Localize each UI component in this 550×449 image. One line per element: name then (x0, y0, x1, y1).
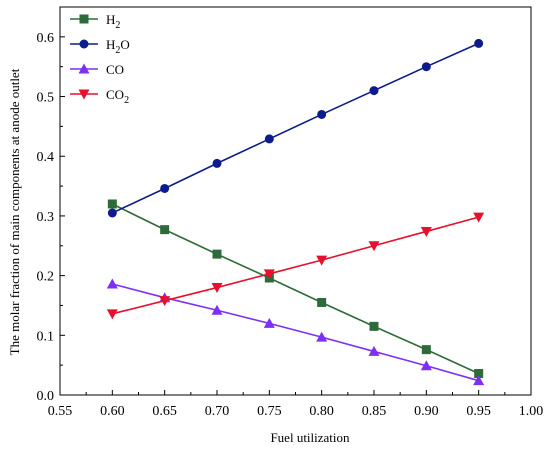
x-axis-title: Fuel utilization (270, 430, 350, 445)
legend-label-co2: CO2 (106, 87, 129, 106)
y-tick-label: 0.3 (37, 210, 55, 225)
y-tick-label: 0.5 (37, 91, 55, 106)
legend-marker-h2o (79, 39, 89, 49)
y-tick-label: 0.6 (37, 31, 55, 46)
data-point-h2o (264, 134, 274, 144)
data-point-h2 (474, 369, 484, 379)
data-point-co (368, 345, 380, 356)
data-point-h2o (317, 109, 327, 119)
series-layer (106, 38, 485, 386)
y-tick-label: 0.4 (37, 150, 55, 165)
data-point-co2 (420, 226, 432, 237)
series-h2 (107, 199, 484, 379)
data-point-h2 (107, 199, 117, 209)
legend: H2 H2O CO CO2 (70, 12, 130, 106)
legend-marker-co (78, 63, 90, 74)
legend-marker-h2 (79, 14, 89, 24)
data-point-h2 (421, 345, 431, 355)
data-point-h2o (369, 86, 379, 96)
data-point-co2 (263, 269, 275, 280)
series-line-h2 (111, 203, 479, 375)
series-co2 (106, 212, 485, 320)
data-point-h2o (212, 158, 222, 168)
x-tick-label: 0.90 (414, 404, 439, 419)
data-point-h2 (369, 321, 379, 331)
series-co (106, 278, 485, 386)
data-point-h2o (421, 62, 431, 72)
x-tick-label: 0.85 (362, 404, 387, 419)
y-tick-label: 0.2 (37, 270, 55, 285)
data-point-co2 (473, 212, 485, 223)
x-tick-label: 0.60 (100, 404, 125, 419)
data-point-co (420, 360, 432, 371)
data-point-co2 (211, 283, 223, 294)
data-point-co (473, 375, 485, 386)
y-tick-label: 0.0 (37, 389, 55, 404)
x-tick-label: 0.95 (466, 404, 491, 419)
data-point-h2 (212, 249, 222, 259)
x-tick-label: 0.65 (152, 404, 177, 419)
data-point-co2 (106, 309, 118, 320)
legend-label-h2o: H2O (106, 37, 130, 56)
axes: 0.55 0.60 0.65 0.70 0.75 0.80 0.85 0.90 0.95 1.00… (37, 6, 544, 419)
x-tick-label: 0.55 (48, 404, 73, 419)
legend-label-h2: H2 (106, 12, 120, 31)
legend-marker-co2 (78, 89, 90, 100)
x-tick-label: 1.00 (519, 404, 544, 419)
x-tick-label: 0.70 (205, 404, 230, 419)
data-point-co (211, 304, 223, 315)
data-point-co2 (159, 296, 171, 307)
data-point-co (106, 278, 118, 289)
data-point-h2o (107, 208, 117, 218)
data-point-h2 (160, 225, 170, 235)
series-line-co (112, 283, 479, 382)
data-point-h2 (317, 297, 327, 307)
data-point-h2o (474, 38, 484, 48)
y-tick-label: 0.1 (37, 329, 55, 344)
y-axis-title: The molar fraction of main components at… (7, 68, 22, 355)
data-point-h2o (160, 183, 170, 193)
series-line-h2o (111, 42, 479, 214)
data-point-co (263, 317, 275, 328)
data-point-co2 (368, 241, 380, 252)
x-tick-label: 0.75 (257, 404, 282, 419)
data-point-co2 (316, 255, 328, 266)
series-h2o (107, 38, 484, 218)
series-line-co2 (112, 216, 479, 315)
x-tick-label: 0.80 (309, 404, 334, 419)
data-point-co (316, 331, 328, 342)
legend-label-co: CO (106, 62, 124, 77)
